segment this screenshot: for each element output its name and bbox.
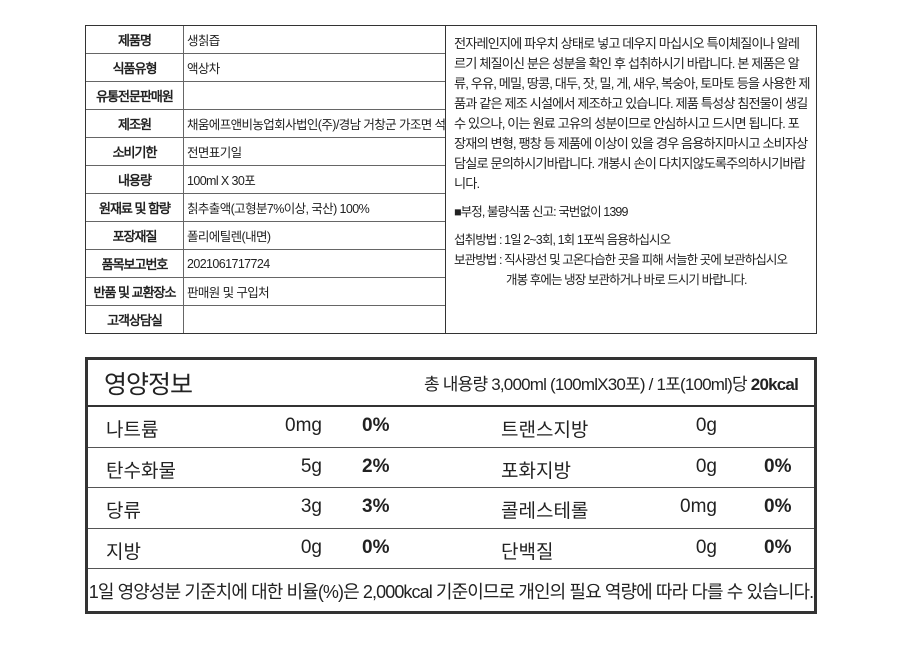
nutrition-title: 영양정보 — [104, 370, 193, 399]
nutrient-percent: 2% — [362, 455, 390, 477]
product-label-table: 제품명 생칡즙 식품유형 액상차 유통전문판매원 제조원 채움에프앤비농업회사법인(주)/경… — [85, 25, 817, 334]
nutrient-amount: 0g — [300, 536, 322, 558]
nutrient-amount: 0g — [695, 536, 717, 558]
nutrient-name: 트랜스지방 — [501, 420, 589, 441]
nutrient-name: 당류 — [106, 501, 141, 522]
nutrient-row: 지방 0g 0% 단백질 0g 0% — [88, 529, 814, 569]
nutrient-amount: 0mg — [285, 415, 322, 436]
intake-text: 섭취방법 : 1일 2~3회, 1회 1포씩 음용하십시오 — [454, 233, 671, 247]
notes-panel: 전자레인지에 파우치 상태로 넣고 데우지 마십시오 특이체질이나 알레르기 체… — [446, 26, 816, 333]
info-value: 채움에프앤비농업회사법인(주)/경남 거창군 가조면 석강3길112 — [187, 118, 445, 132]
nutrient-percent: 0% — [764, 496, 792, 517]
info-value: 폴리에틸렌(내면) — [187, 230, 271, 244]
report-text: ■부정, 불량식품 신고: 국번없이 1399 — [454, 205, 628, 219]
caution-text: 전자레인지에 파우치 상태로 넣고 데우지 마십시오 특이체질이나 알레르기 체… — [454, 36, 811, 191]
info-label: 유통전문판매원 — [86, 82, 184, 109]
info-value: 판매원 및 구입처 — [187, 286, 270, 300]
nutrient-amount: 0g — [695, 455, 717, 477]
nutrient-name: 나트륨 — [106, 420, 159, 441]
nutrient-percent: 0% — [764, 455, 792, 477]
info-row: 원재료 및 함량 칡추출액(고형분7%이상, 국산) 100% — [86, 194, 445, 222]
storage-text: 보관방법 : 직사광선 및 고온다습한 곳을 피해 서늘한 곳에 보관하십시오 — [454, 253, 788, 267]
nutrient-amount: 0mg — [680, 496, 717, 517]
storage-text-2: 개봉 후에는 냉장 보관하거나 바로 드시기 바랍니다. — [506, 273, 748, 287]
serving-info: 총 내용량 3,000ml (100mlX30포) / 1포(100ml)당 2… — [424, 370, 799, 395]
nutrient-amount: 3g — [300, 496, 322, 517]
nutrient-amount: 5g — [300, 455, 322, 477]
info-row: 제품명 생칡즙 — [86, 26, 445, 54]
info-value — [184, 82, 445, 109]
nutrient-row: 나트륨 0mg 0% 트랜스지방 0g — [88, 407, 814, 448]
info-label: 식품유형 — [86, 54, 184, 81]
nutrition-footer: 1일 영양성분 기준치에 대한 비율(%)은 2,000kcal 기준이므로 개… — [88, 582, 814, 602]
info-row: 내용량 100ml X 30포 — [86, 166, 445, 194]
info-value: 2021061717724 — [187, 256, 270, 271]
info-row: 고객상담실 — [86, 306, 445, 333]
nutrition-header: 영양정보 총 내용량 3,000ml (100mlX30포) / 1포(100m… — [88, 360, 814, 407]
info-label: 원재료 및 함량 — [86, 194, 184, 221]
info-label: 제조원 — [86, 110, 184, 137]
info-value: 100ml X 30포 — [187, 174, 256, 188]
product-info-table: 제품명 생칡즙 식품유형 액상차 유통전문판매원 제조원 채움에프앤비농업회사법인(주)/경… — [86, 26, 446, 333]
nutrient-name: 포화지방 — [501, 460, 571, 482]
nutrient-percent: 0% — [362, 415, 390, 436]
nutrient-name: 단백질 — [501, 541, 554, 563]
info-label: 고객상담실 — [86, 306, 184, 333]
info-label: 내용량 — [86, 166, 184, 193]
nutrient-row: 당류 3g 3% 콜레스테롤 0mg 0% — [88, 488, 814, 529]
nutrient-percent: 3% — [362, 496, 390, 517]
info-row: 소비기한 전면표기일 — [86, 138, 445, 166]
info-row: 품목보고번호 2021061717724 — [86, 250, 445, 278]
info-value: 생칡즙 — [187, 34, 220, 48]
serving-text: 총 내용량 3,000ml (100mlX30포) / 1포(100ml)당 — [424, 375, 748, 394]
nutrient-percent: 0% — [362, 536, 390, 558]
info-label: 포장재질 — [86, 222, 184, 249]
info-row: 반품 및 교환장소 판매원 및 구입처 — [86, 278, 445, 306]
nutrient-row: 탄수화물 5g 2% 포화지방 0g 0% — [88, 448, 814, 488]
nutrient-amount: 0g — [695, 415, 717, 436]
nutrition-facts: 영양정보 총 내용량 3,000ml (100mlX30포) / 1포(100m… — [85, 357, 817, 614]
info-value — [184, 306, 445, 333]
nutrient-name: 지방 — [106, 541, 141, 563]
info-value: 전면표기일 — [187, 146, 242, 160]
nutrient-name: 콜레스테롤 — [501, 501, 589, 522]
info-value: 액상차 — [187, 62, 220, 76]
info-label: 품목보고번호 — [86, 250, 184, 277]
info-row: 유통전문판매원 — [86, 82, 445, 110]
info-label: 제품명 — [86, 26, 184, 53]
info-row: 포장재질 폴리에틸렌(내면) — [86, 222, 445, 250]
info-value: 칡추출액(고형분7%이상, 국산) 100% — [187, 202, 370, 216]
info-label: 반품 및 교환장소 — [86, 278, 184, 305]
nutrient-name: 탄수화물 — [106, 460, 176, 482]
info-row: 식품유형 액상차 — [86, 54, 445, 82]
info-label: 소비기한 — [86, 138, 184, 165]
nutrient-percent: 0% — [764, 536, 792, 558]
calories: 20kcal — [750, 375, 799, 394]
